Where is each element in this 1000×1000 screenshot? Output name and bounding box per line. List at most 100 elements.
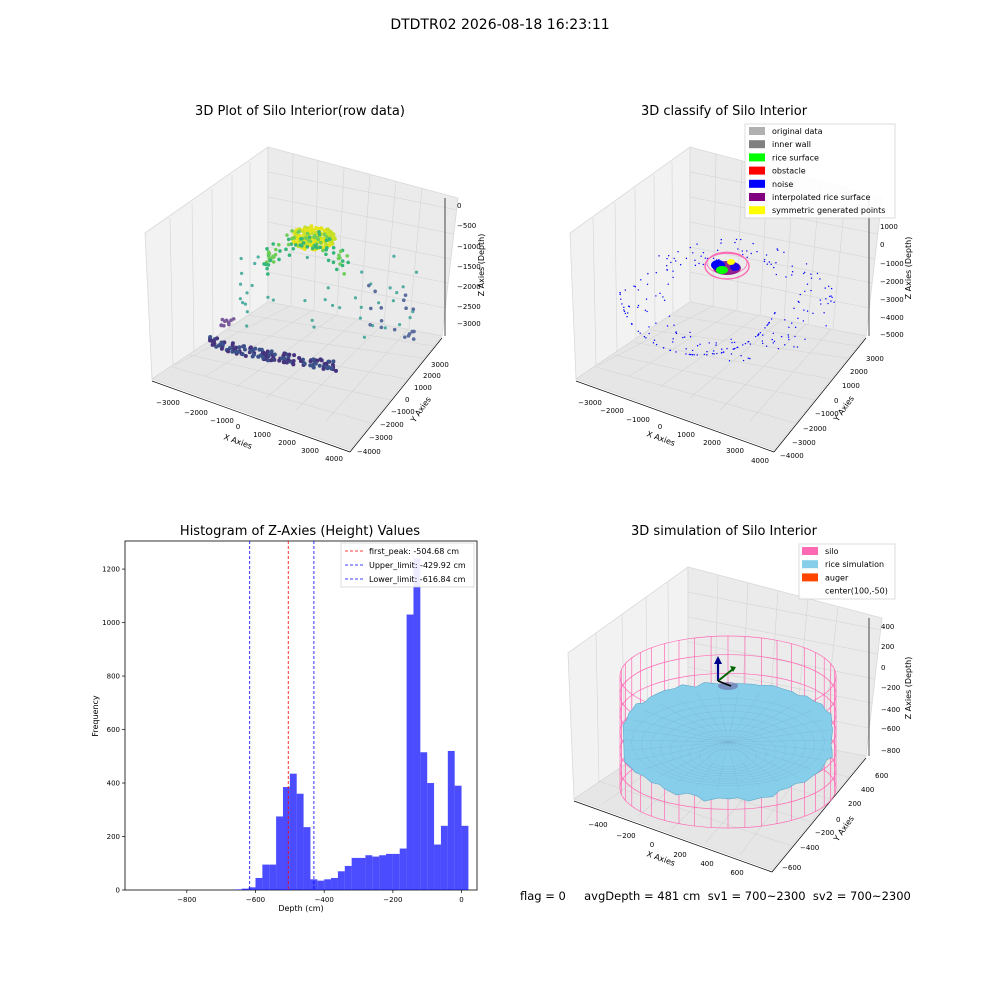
- z-tick: −3000: [457, 320, 481, 328]
- legend-label: rice surface: [772, 153, 819, 162]
- legend-swatch: [749, 140, 765, 149]
- histogram-bar: [447, 750, 455, 890]
- y-tick-label: 800: [107, 673, 120, 681]
- raw-y-ticks: −4000 −3000 −2000 −1000 0 1000 2000 3000: [357, 361, 449, 456]
- histogram-bar: [262, 864, 270, 890]
- y-tick: 0: [836, 816, 840, 824]
- legend-swatch: [749, 127, 765, 135]
- z-tick: −2000: [880, 278, 904, 286]
- legend-swatch: [749, 166, 765, 175]
- classify-z-ticks: 1000 0 −1000 −2000 −3000 −4000 −5000: [880, 223, 904, 339]
- legend-swatch: [749, 206, 765, 215]
- x-tick: −1000: [626, 416, 650, 424]
- histogram-bar: [385, 853, 393, 890]
- histogram-bar: [310, 879, 318, 890]
- z-tick: 0: [881, 664, 885, 672]
- classify-center-cluster: [704, 251, 750, 280]
- histogram-bar: [420, 752, 428, 890]
- histogram-bar: [365, 855, 373, 890]
- x-tick: −2000: [600, 407, 624, 415]
- x-tick: 4000: [751, 457, 769, 465]
- raw-x-label: X Axies: [222, 432, 253, 451]
- x-tick: 3000: [726, 447, 744, 455]
- legend-label: Lower_limit: -616.84 cm: [369, 575, 466, 584]
- z-tick: −1000: [457, 243, 481, 251]
- z-tick: −3000: [880, 296, 904, 304]
- x-tick: 0: [650, 841, 654, 849]
- y-tick: 1000: [414, 384, 432, 392]
- legend-label: silo: [825, 547, 839, 556]
- x-tick: 1000: [253, 431, 271, 439]
- z-tick: −4000: [880, 314, 904, 322]
- z-tick: −2500: [457, 303, 481, 311]
- y-tick-label: 1000: [102, 619, 120, 627]
- x-tick: −3000: [578, 399, 602, 407]
- z-tick: −500: [457, 222, 476, 230]
- legend-label: auger: [825, 573, 849, 582]
- histogram-bar: [248, 887, 256, 890]
- raw-panel-title: 3D Plot of Silo Interior(row data): [195, 104, 405, 119]
- simulation-z-ticks: 400 200 0 −200 −400 −600 −800: [881, 623, 900, 755]
- z-tick: 0: [880, 241, 884, 249]
- y-tick-label: 1200: [102, 566, 120, 574]
- legend-label: inner wall: [772, 140, 811, 149]
- simulation-3d-plot: −400 −200 0 200 400 600 X Axies −600 −40…: [567, 543, 913, 877]
- legend-label: original data: [772, 127, 823, 136]
- x-tick-label: −600: [246, 896, 265, 904]
- y-tick: 600: [875, 772, 888, 780]
- x-tick-label: −400: [315, 896, 334, 904]
- histogram-bar: [358, 857, 366, 890]
- y-tick: −600: [782, 864, 801, 872]
- histogram-chart: −800 −600 −400 −200 0 020040060080010001200 …: [91, 540, 478, 913]
- y-tick: 2000: [423, 372, 441, 380]
- z-tick: −600: [881, 725, 900, 733]
- histogram-bars: [234, 558, 469, 890]
- rice-simulation-surface: [622, 682, 833, 802]
- histogram-bar: [392, 853, 400, 890]
- legend-label: symmetric generated points: [772, 206, 885, 215]
- x-tick: 600: [730, 869, 743, 877]
- center-axes-marker: [714, 656, 736, 687]
- legend-label: center(100,-50): [825, 587, 888, 596]
- histogram-reference-lines: [249, 541, 315, 890]
- y-tick: −2000: [380, 421, 404, 429]
- histogram-bar: [351, 857, 359, 890]
- histogram-bar: [255, 877, 263, 890]
- histogram-bar: [372, 856, 380, 890]
- x-tick: 200: [673, 851, 686, 859]
- z-tick: −800: [881, 747, 900, 755]
- histogram-bar: [434, 844, 441, 890]
- raw-z-ticks: 0 −500 −1000 −1500 −2000 −2500 −3000: [457, 202, 481, 328]
- x-tick: 400: [700, 860, 713, 868]
- y-tick: 3000: [431, 361, 449, 369]
- histogram-bar: [454, 785, 462, 890]
- raw-floor-pane: [151, 301, 443, 451]
- histogram-y-label: Frequency: [91, 695, 100, 737]
- x-tick: 0: [658, 423, 662, 431]
- histogram-bar: [296, 793, 304, 890]
- histogram-legend: first_peak: -504.68 cm Upper_limit: -429.…: [340, 542, 475, 588]
- z-tick: −1500: [457, 263, 481, 271]
- histogram-bar: [379, 855, 386, 890]
- legend-swatch: [802, 547, 818, 555]
- z-tick: −2000: [457, 283, 481, 291]
- y-tick: −2000: [803, 425, 827, 433]
- classify-point-cloud: [619, 238, 835, 362]
- classify-axis-lines: [575, 198, 870, 453]
- histogram-bar: [324, 879, 332, 890]
- z-tick: 400: [881, 623, 894, 631]
- classify-z-label: Z Axies (Depth): [904, 237, 913, 300]
- y-tick: −1000: [391, 408, 415, 416]
- legend-swatch: [749, 193, 765, 201]
- legend-label: obstacle: [772, 167, 806, 176]
- histogram-bar: [461, 825, 469, 890]
- raw-point-cloud: [208, 224, 419, 373]
- y-tick: −4000: [357, 448, 381, 456]
- classify-legend: original data inner wall rice surface obsta…: [744, 123, 896, 219]
- histogram-bar: [427, 783, 435, 890]
- classify-x-ticks: −3000 −2000 −1000 0 1000 2000 3000 4000: [578, 399, 769, 465]
- y-tick: 2000: [850, 368, 868, 376]
- y-tick: 0: [834, 397, 838, 405]
- y-tick: 3000: [866, 355, 884, 363]
- y-tick: −1000: [815, 410, 839, 418]
